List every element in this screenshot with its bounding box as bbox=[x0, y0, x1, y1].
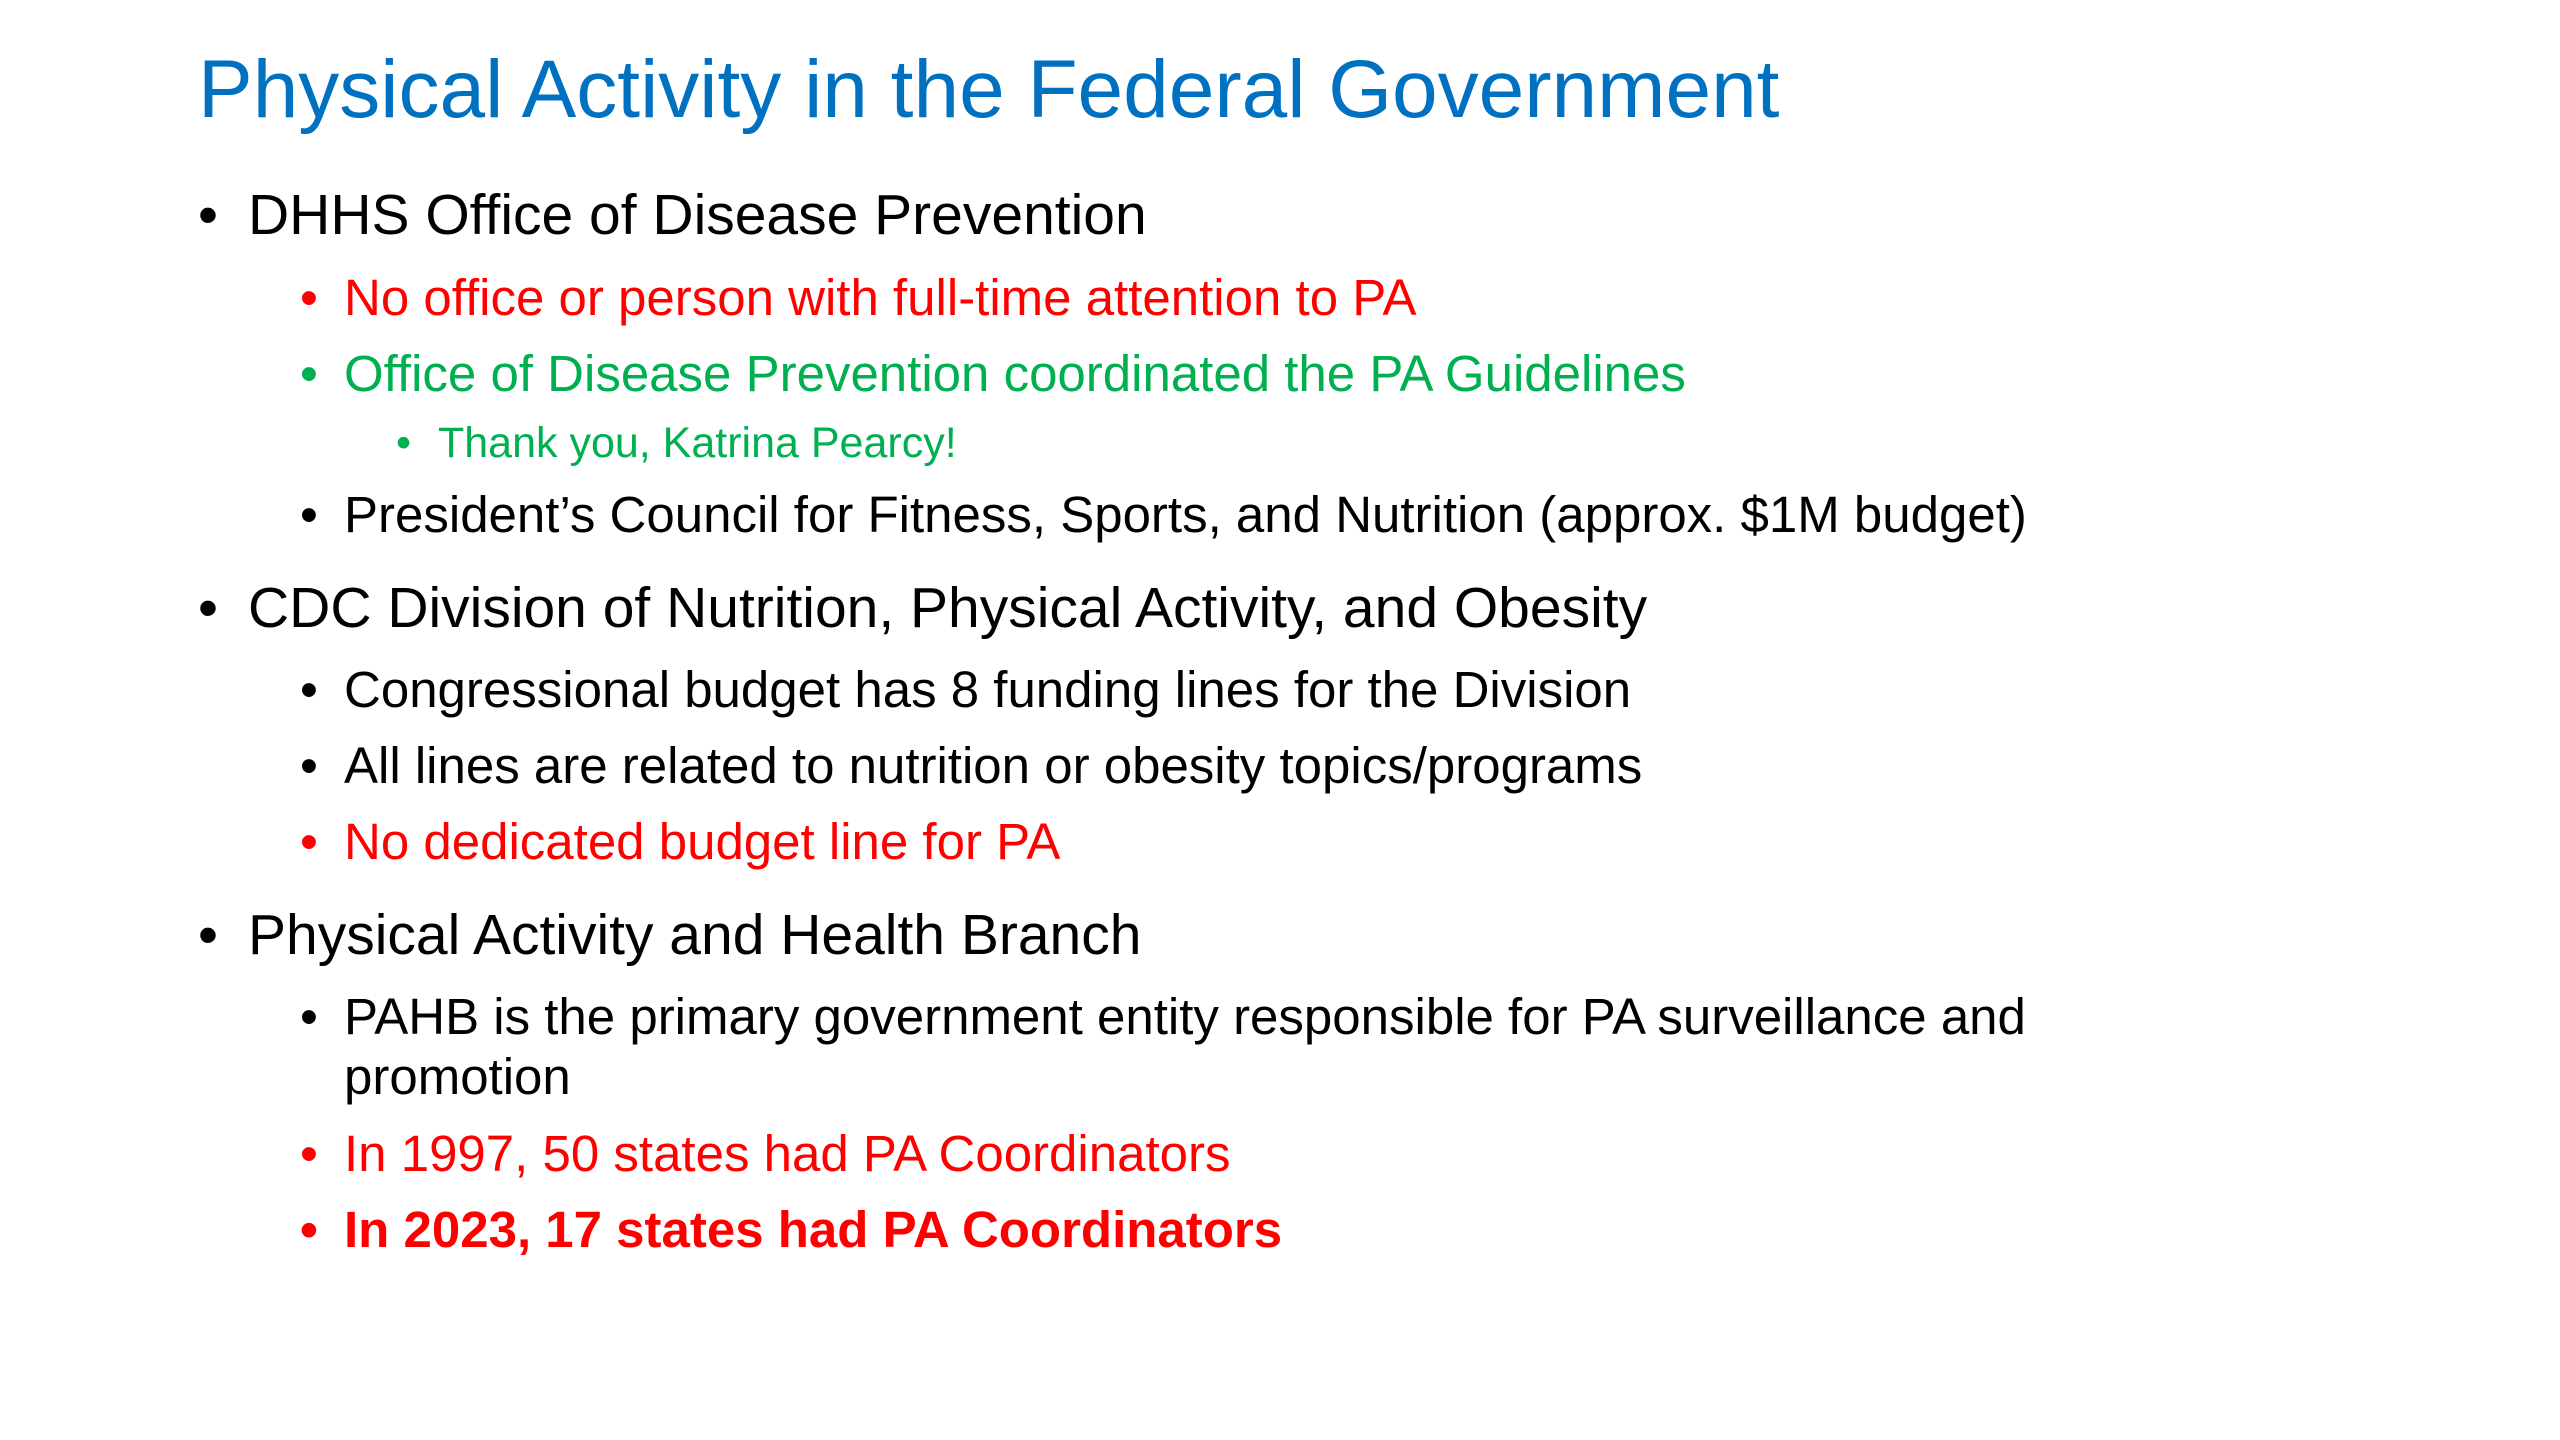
bullet-text: Office of Disease Prevention coordinated… bbox=[344, 344, 1686, 402]
bullet-icon: • bbox=[198, 903, 218, 967]
bullet-item: • Thank you, Katrina Pearcy! bbox=[396, 413, 957, 473]
bullet-icon: • bbox=[396, 418, 412, 467]
bullet-icon: • bbox=[300, 485, 318, 543]
bullet-item: • CDC Division of Nutrition, Physical Act… bbox=[198, 568, 1647, 648]
bullet-icon: • bbox=[300, 344, 318, 402]
bullet-item: • No office or person with full-time atte… bbox=[300, 262, 1416, 332]
bullet-icon: • bbox=[300, 660, 318, 718]
bullet-item: • Office of Disease Prevention coordinate… bbox=[300, 338, 1686, 408]
bullet-text: PAHB is the primary government entity re… bbox=[344, 987, 2026, 1045]
slide-title: Physical Activity in the Federal Governm… bbox=[198, 44, 1780, 135]
bullet-text: Congressional budget has 8 funding lines… bbox=[344, 660, 1632, 718]
bullet-item: • President’s Council for Fitness, Sports… bbox=[300, 479, 2027, 549]
bullet-icon: • bbox=[300, 1124, 318, 1182]
bullet-text: In 2023, 17 states had PA Coordinators bbox=[344, 1200, 1283, 1258]
bullet-item: • In 2023, 17 states had PA Coordinators bbox=[300, 1194, 1282, 1264]
bullet-text-continuation: promotion bbox=[344, 1048, 571, 1105]
bullet-item: • Congressional budget has 8 funding line… bbox=[300, 654, 1631, 724]
bullet-text: Thank you, Katrina Pearcy! bbox=[438, 418, 957, 467]
bullet-icon: • bbox=[198, 183, 218, 247]
bullet-text: President’s Council for Fitness, Sports,… bbox=[344, 485, 2027, 543]
bullet-icon: • bbox=[300, 812, 318, 870]
bullet-item: • All lines are related to nutrition or o… bbox=[300, 730, 1642, 800]
bullet-item: • In 1997, 50 states had PA Coordinators bbox=[300, 1118, 1230, 1188]
bullet-text: No dedicated budget line for PA bbox=[344, 812, 1061, 870]
bullet-item: • Physical Activity and Health Branch bbox=[198, 895, 1141, 975]
bullet-item: • DHHS Office of Disease Prevention bbox=[198, 175, 1147, 255]
bullet-text: No office or person with full-time atten… bbox=[344, 268, 1417, 326]
bullet-item: • PAHB is the primary government entity r… bbox=[300, 981, 2026, 1051]
bullet-icon: • bbox=[198, 576, 218, 640]
bullet-text: CDC Division of Nutrition, Physical Acti… bbox=[248, 576, 1648, 640]
bullet-text: DHHS Office of Disease Prevention bbox=[248, 183, 1147, 247]
bullet-text: Physical Activity and Health Branch bbox=[248, 903, 1142, 967]
bullet-item: • No dedicated budget line for PA bbox=[300, 806, 1060, 876]
bullet-icon: • bbox=[300, 1200, 318, 1258]
bullet-text: In 1997, 50 states had PA Coordinators bbox=[344, 1124, 1231, 1182]
bullet-icon: • bbox=[300, 736, 318, 794]
bullet-icon: • bbox=[300, 268, 318, 326]
bullet-icon: • bbox=[300, 987, 318, 1045]
bullet-text: All lines are related to nutrition or ob… bbox=[344, 736, 1643, 794]
